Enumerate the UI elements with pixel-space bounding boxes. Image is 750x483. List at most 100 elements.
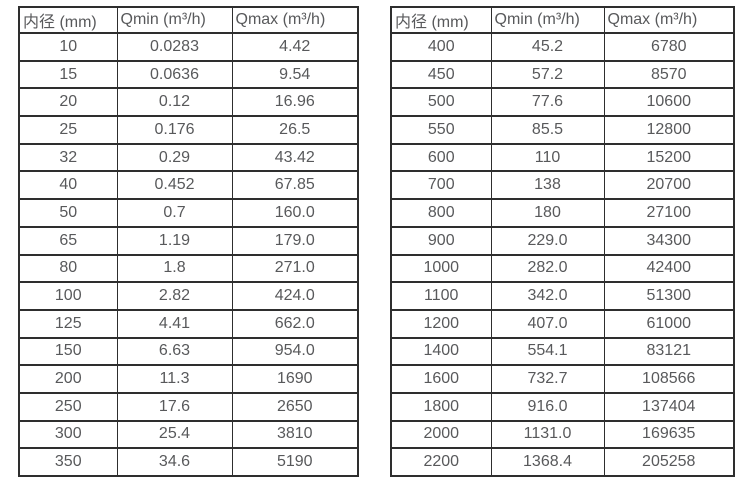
qmax-cell: 27100 — [603, 198, 735, 228]
table-row: 450 57.2 8570 — [390, 59, 735, 90]
table-row: 15 0.0636 9.54 — [18, 59, 359, 90]
qmin-cell: 0.0283 — [116, 32, 233, 62]
table-row: 100 2.82 424.0 — [18, 281, 359, 311]
table-row: 300 25.4 3810 — [18, 419, 359, 450]
table-row: 1200 407.0 61000 — [390, 308, 735, 339]
qmax-cell: 8570 — [603, 59, 735, 90]
qmin-cell: 0.7 — [116, 198, 233, 228]
header-row: 内径 (mm) Qmin (m³/h) Qmax (m³/h) — [18, 6, 359, 34]
qmax-cell: 12800 — [603, 115, 735, 145]
diameter-cell: 65 — [18, 225, 118, 256]
diameter-cell: 1800 — [390, 391, 492, 422]
table-body: 400 45.2 6780 450 57.2 8570 500 77.6 10600 550 85.… — [390, 32, 735, 477]
diameter-cell: 125 — [18, 308, 118, 339]
diameter-cell: 150 — [18, 336, 118, 367]
diameter-cell: 2000 — [390, 419, 492, 450]
table-row: 550 85.5 12800 — [390, 115, 735, 145]
diameter-cell: 2200 — [390, 447, 492, 477]
column-header-diameter: 内径 (mm) — [18, 6, 118, 34]
flow-rate-table-left: 内径 (mm) Qmin (m³/h) Qmax (m³/h) 10 0.0283… — [18, 6, 359, 477]
qmax-cell: 34300 — [603, 225, 735, 256]
table-row: 200 11.3 1690 — [18, 364, 359, 394]
qmax-cell: 179.0 — [231, 225, 359, 256]
qmin-cell: 180 — [490, 198, 605, 228]
header-row: 内径 (mm) Qmin (m³/h) Qmax (m³/h) — [390, 6, 735, 34]
table-row: 50 0.7 160.0 — [18, 198, 359, 228]
qmax-cell: 42400 — [603, 253, 735, 284]
diameter-cell: 800 — [390, 198, 492, 228]
qmin-cell: 77.6 — [490, 87, 605, 118]
diameter-cell: 200 — [18, 364, 118, 394]
table-row: 10 0.0283 4.42 — [18, 32, 359, 62]
qmax-cell: 160.0 — [231, 198, 359, 228]
table-row: 32 0.29 43.42 — [18, 142, 359, 173]
qmin-cell: 110 — [490, 142, 605, 173]
flow-rate-table-right: 内径 (mm) Qmin (m³/h) Qmax (m³/h) 400 45.2 6… — [390, 6, 735, 477]
qmin-cell: 0.452 — [116, 170, 233, 201]
qmin-cell: 229.0 — [490, 225, 605, 256]
qmin-cell: 45.2 — [490, 32, 605, 62]
qmax-cell: 10600 — [603, 87, 735, 118]
qmax-cell: 2650 — [231, 391, 359, 422]
diameter-cell: 20 — [18, 87, 118, 118]
diameter-cell: 450 — [390, 59, 492, 90]
diameter-cell: 400 — [390, 32, 492, 62]
table-row: 125 4.41 662.0 — [18, 308, 359, 339]
diameter-cell: 250 — [18, 391, 118, 422]
diameter-cell: 300 — [18, 419, 118, 450]
diameter-cell: 15 — [18, 59, 118, 90]
qmax-cell: 15200 — [603, 142, 735, 173]
qmax-cell: 61000 — [603, 308, 735, 339]
qmin-cell: 0.0636 — [116, 59, 233, 90]
table-row: 1000 282.0 42400 — [390, 253, 735, 284]
table-row: 800 180 27100 — [390, 198, 735, 228]
qmin-cell: 57.2 — [490, 59, 605, 90]
column-header-qmin: Qmin (m³/h) — [116, 6, 233, 34]
diameter-cell: 100 — [18, 281, 118, 311]
table-row: 65 1.19 179.0 — [18, 225, 359, 256]
qmin-cell: 732.7 — [490, 364, 605, 394]
table-row: 20 0.12 16.96 — [18, 87, 359, 118]
table-body: 10 0.0283 4.42 15 0.0636 9.54 20 0.12 16.96 25 0.1… — [18, 32, 359, 477]
qmax-cell: 67.85 — [231, 170, 359, 201]
qmax-cell: 137404 — [603, 391, 735, 422]
qmax-cell: 108566 — [603, 364, 735, 394]
table-row: 900 229.0 34300 — [390, 225, 735, 256]
diameter-cell: 1600 — [390, 364, 492, 394]
qmax-cell: 954.0 — [231, 336, 359, 367]
qmin-cell: 342.0 — [490, 281, 605, 311]
table-row: 350 34.6 5190 — [18, 447, 359, 477]
table-row: 2200 1368.4 205258 — [390, 447, 735, 477]
qmin-cell: 0.176 — [116, 115, 233, 145]
column-header-qmax: Qmax (m³/h) — [231, 6, 359, 34]
qmin-cell: 6.63 — [116, 336, 233, 367]
qmax-cell: 424.0 — [231, 281, 359, 311]
qmax-cell: 3810 — [231, 419, 359, 450]
qmax-cell: 271.0 — [231, 253, 359, 284]
qmin-cell: 138 — [490, 170, 605, 201]
qmin-cell: 17.6 — [116, 391, 233, 422]
table-row: 500 77.6 10600 — [390, 87, 735, 118]
qmax-cell: 4.42 — [231, 32, 359, 62]
table-row: 700 138 20700 — [390, 170, 735, 201]
qmin-cell: 1.8 — [116, 253, 233, 284]
diameter-cell: 1200 — [390, 308, 492, 339]
table-row: 25 0.176 26.5 — [18, 115, 359, 145]
table-row: 1600 732.7 108566 — [390, 364, 735, 394]
qmin-cell: 2.82 — [116, 281, 233, 311]
column-header-qmax: Qmax (m³/h) — [603, 6, 735, 34]
qmax-cell: 43.42 — [231, 142, 359, 173]
qmax-cell: 5190 — [231, 447, 359, 477]
diameter-cell: 32 — [18, 142, 118, 173]
table-row: 250 17.6 2650 — [18, 391, 359, 422]
table-row: 1400 554.1 83121 — [390, 336, 735, 367]
qmax-cell: 662.0 — [231, 308, 359, 339]
diameter-cell: 600 — [390, 142, 492, 173]
diameter-cell: 1100 — [390, 281, 492, 311]
diameter-cell: 500 — [390, 87, 492, 118]
column-header-qmin: Qmin (m³/h) — [490, 6, 605, 34]
diameter-cell: 40 — [18, 170, 118, 201]
qmin-cell: 25.4 — [116, 419, 233, 450]
qmax-cell: 9.54 — [231, 59, 359, 90]
diameter-cell: 25 — [18, 115, 118, 145]
